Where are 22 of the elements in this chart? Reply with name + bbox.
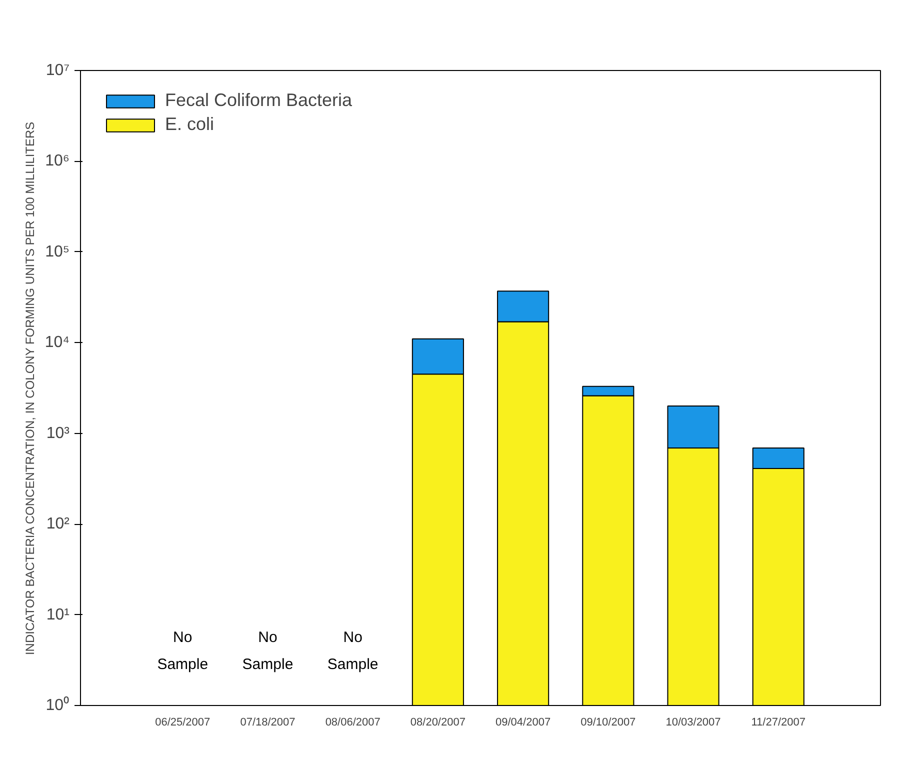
y-tick-label: 10⁷ xyxy=(46,62,70,79)
legend-label: Fecal Coliform Bacteria xyxy=(165,90,352,111)
annotation: No Sample xyxy=(327,628,378,673)
x-tick-label: 06/25/2007 xyxy=(155,716,210,728)
x-tick-label: 11/27/2007 xyxy=(751,716,806,728)
x-tick-label: 07/18/2007 xyxy=(240,716,296,728)
y-tick-label: 10⁶ xyxy=(45,152,70,170)
y-tick-label: 10¹ xyxy=(46,606,70,624)
y-tick-label: 10² xyxy=(46,516,70,533)
x-tick-label: 08/06/2007 xyxy=(325,716,380,728)
x-tick-label: 10/03/2007 xyxy=(666,716,721,728)
y-tick-label: 10⁴ xyxy=(44,334,70,352)
annotation: No Sample xyxy=(242,628,294,673)
x-tick-label: 09/10/2007 xyxy=(580,716,636,728)
legend-label: E. coli xyxy=(165,114,214,135)
y-tick-label: 10³ xyxy=(46,424,70,442)
annotation: No Sample xyxy=(157,628,208,673)
x-tick-label: 09/04/2007 xyxy=(496,716,551,728)
y-axis-title: INDICATOR BACTERIA CONCENTRATION, IN COLONY FORMING UNITS PER 100 MILLILITERS xyxy=(22,122,37,656)
x-tick-label: 08/20/2007 xyxy=(410,716,466,728)
y-tick-label: 10⁵ xyxy=(45,243,70,260)
y-tick-label: 10⁰ xyxy=(46,696,70,714)
